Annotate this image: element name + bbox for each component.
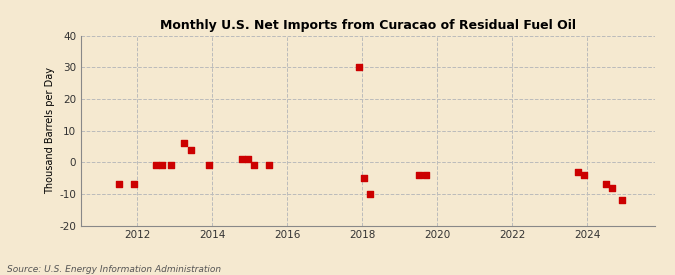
Point (616, 198, 627, 202)
Point (263, 163, 274, 167)
Point (579, 173, 590, 177)
Point (421, 173, 431, 177)
Point (364, 192, 375, 196)
Point (151, 163, 161, 167)
Point (358, 176, 369, 180)
Point (203, 163, 214, 167)
Text: Source: U.S. Energy Information Administration: Source: U.S. Energy Information Administ… (7, 265, 221, 274)
Title: Monthly U.S. Net Imports from Curacao of Residual Fuel Oil: Monthly U.S. Net Imports from Curacao of… (160, 19, 576, 32)
Point (128, 182, 139, 186)
Point (165, 163, 176, 167)
Point (572, 169, 583, 174)
Point (185, 147, 196, 152)
Point (606, 185, 617, 190)
Point (413, 173, 424, 177)
Point (179, 141, 190, 145)
Point (242, 157, 253, 161)
Point (353, 65, 364, 70)
Y-axis label: Thousand Barrels per Day: Thousand Barrels per Day (45, 67, 55, 194)
Point (601, 182, 612, 186)
Point (248, 163, 259, 167)
Point (113, 182, 124, 186)
Point (237, 157, 248, 161)
Point (156, 163, 167, 167)
